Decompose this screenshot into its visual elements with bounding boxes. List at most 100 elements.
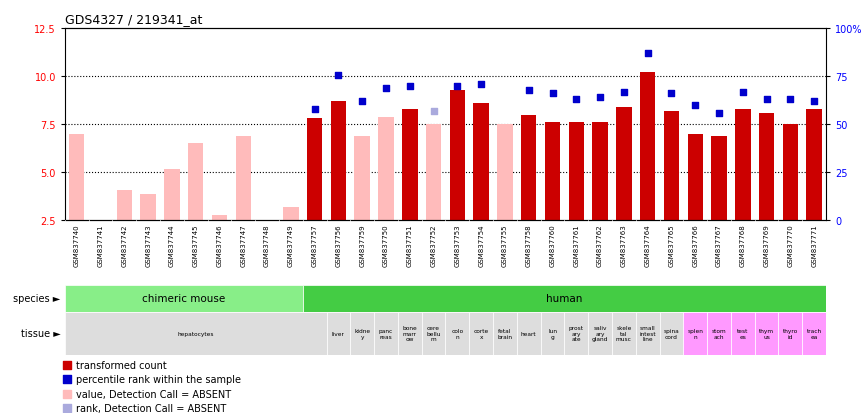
Point (689, 102, 702, 109)
Bar (663, 112, 679, 221)
Bar (350, 312, 375, 355)
Text: GSM837747: GSM837747 (240, 224, 247, 267)
Text: corte
x: corte x (473, 328, 489, 339)
Bar (473, 104, 489, 221)
Text: stom
ach: stom ach (712, 328, 727, 339)
Point (474, 81, 488, 88)
Bar (469, 312, 493, 355)
Text: GSM837754: GSM837754 (478, 224, 484, 266)
Text: GSM837746: GSM837746 (216, 224, 222, 267)
Text: GSM837745: GSM837745 (193, 224, 199, 266)
Text: prost
ary
ate: prost ary ate (569, 325, 584, 342)
Text: GSM837765: GSM837765 (669, 224, 675, 267)
Point (451, 83, 465, 90)
Text: kidne
y: kidne y (354, 328, 370, 339)
Text: colo
n: colo n (452, 328, 464, 339)
Text: panc
reas: panc reas (379, 328, 393, 339)
Point (61, 376, 74, 382)
Text: GSM837764: GSM837764 (644, 224, 650, 267)
Text: GSM837766: GSM837766 (692, 224, 698, 267)
Text: splen
n: splen n (688, 328, 703, 339)
Bar (568, 123, 584, 221)
Bar (759, 114, 774, 221)
Text: GSM837771: GSM837771 (811, 224, 817, 267)
Text: GSM837767: GSM837767 (716, 224, 722, 267)
Point (784, 97, 798, 103)
Bar (212, 215, 227, 221)
Text: chimeric mouse: chimeric mouse (142, 293, 226, 304)
Bar (708, 312, 731, 355)
Text: GSM837759: GSM837759 (359, 224, 365, 267)
Text: thyro
id: thyro id (783, 328, 798, 339)
Bar (593, 123, 608, 221)
Text: GSM837758: GSM837758 (526, 224, 532, 267)
Text: GSM837770: GSM837770 (787, 224, 793, 267)
Text: bone
marr
ow: bone marr ow (402, 325, 417, 342)
Point (807, 99, 821, 105)
Text: GSM837761: GSM837761 (573, 224, 580, 267)
Bar (659, 312, 683, 355)
Point (308, 106, 322, 113)
Bar (493, 312, 517, 355)
Bar (711, 136, 727, 221)
Text: GSM837748: GSM837748 (264, 224, 270, 267)
Bar (731, 312, 754, 355)
Bar (283, 207, 298, 221)
Text: GSM837751: GSM837751 (407, 224, 413, 267)
Bar (235, 136, 251, 221)
Text: GSM837749: GSM837749 (288, 224, 294, 267)
Point (61, 391, 74, 397)
Bar (778, 312, 803, 355)
Text: lun
g: lun g (548, 328, 557, 339)
Text: GSM837760: GSM837760 (549, 224, 555, 267)
Bar (803, 312, 826, 355)
Bar (164, 169, 180, 221)
Text: GDS4327 / 219341_at: GDS4327 / 219341_at (65, 13, 202, 26)
Bar (783, 125, 798, 221)
Point (712, 110, 726, 117)
Text: GSM837769: GSM837769 (764, 224, 770, 267)
Text: tissue ►: tissue ► (21, 328, 61, 339)
Text: GSM837755: GSM837755 (502, 224, 508, 266)
Text: trach
ea: trach ea (807, 328, 822, 339)
Point (426, 108, 440, 115)
Bar (612, 312, 636, 355)
Text: skele
tal
musc: skele tal musc (616, 325, 631, 342)
Point (356, 99, 369, 105)
Text: liver: liver (332, 331, 345, 336)
Bar (65, 285, 303, 312)
Text: GSM837742: GSM837742 (121, 224, 127, 266)
Bar (683, 312, 708, 355)
Text: GSM837753: GSM837753 (454, 224, 460, 267)
Bar (688, 135, 703, 221)
Bar (422, 312, 445, 355)
Text: cere
bellu
m: cere bellu m (426, 325, 441, 342)
Text: test
es: test es (737, 328, 748, 339)
Bar (330, 102, 346, 221)
Text: GSM837740: GSM837740 (74, 224, 80, 267)
Bar (375, 312, 398, 355)
Bar (327, 312, 350, 355)
Point (61, 404, 74, 411)
Bar (517, 312, 541, 355)
Text: GSM837756: GSM837756 (336, 224, 342, 267)
Bar (426, 125, 441, 221)
Point (664, 91, 678, 97)
Text: fetal
brain: fetal brain (497, 328, 512, 339)
Bar (188, 144, 203, 221)
Point (641, 50, 655, 57)
Bar (402, 109, 418, 221)
Text: GSM837741: GSM837741 (98, 224, 104, 267)
Text: GSM837763: GSM837763 (621, 224, 627, 267)
Bar (545, 123, 561, 221)
Point (522, 87, 535, 94)
Bar (564, 312, 588, 355)
Text: rank, Detection Call = ABSENT: rank, Detection Call = ABSENT (76, 403, 227, 413)
Bar (65, 312, 327, 355)
Bar (69, 135, 85, 221)
Bar (398, 312, 422, 355)
Point (379, 85, 393, 92)
Bar (754, 312, 778, 355)
Bar (616, 108, 631, 221)
Text: hepatocytes: hepatocytes (177, 331, 214, 336)
